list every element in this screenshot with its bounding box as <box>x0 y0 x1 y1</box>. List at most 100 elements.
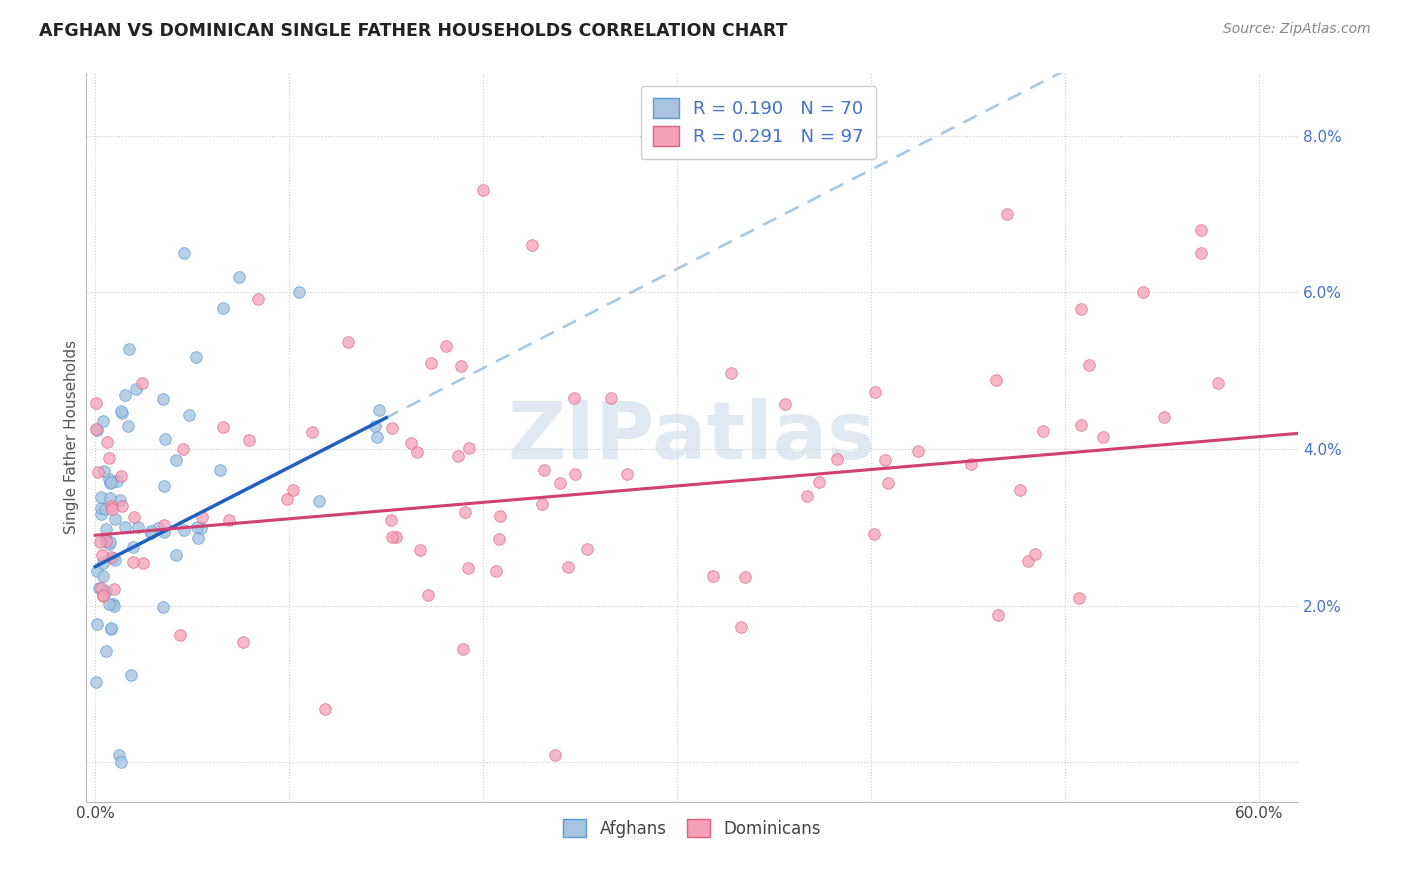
Point <box>472 184 495 198</box>
Point <box>153 432 176 446</box>
Point <box>825 451 848 466</box>
Point <box>458 441 481 455</box>
Point <box>100 621 122 635</box>
Point <box>153 525 176 540</box>
Point <box>907 443 929 458</box>
Point <box>184 351 207 365</box>
Point <box>100 475 122 490</box>
Point <box>100 622 122 636</box>
Point <box>409 543 432 558</box>
Point <box>90 500 112 515</box>
Point <box>531 497 554 511</box>
Point <box>86 396 108 410</box>
Point <box>381 530 404 544</box>
Point <box>86 423 108 437</box>
Point <box>384 530 406 544</box>
Point <box>153 518 176 533</box>
Point <box>212 301 235 315</box>
Point <box>228 269 250 284</box>
Point <box>1070 417 1092 432</box>
Point <box>98 472 121 486</box>
Point <box>86 564 108 578</box>
Point <box>1017 554 1039 568</box>
Point <box>1024 547 1046 561</box>
Point <box>281 483 304 497</box>
Point <box>96 522 118 536</box>
Text: ZIPatlas: ZIPatlas <box>508 398 876 476</box>
Point <box>90 508 112 522</box>
Point <box>1206 376 1229 391</box>
Point <box>97 537 120 551</box>
Point <box>111 500 134 514</box>
Point <box>960 457 983 471</box>
Point <box>124 509 146 524</box>
Point <box>118 343 141 357</box>
Point <box>288 285 311 300</box>
Point <box>599 392 621 406</box>
Point <box>173 523 195 537</box>
Point <box>152 599 174 614</box>
Point <box>488 532 510 546</box>
Point <box>103 597 125 611</box>
Point <box>93 589 115 603</box>
Point <box>90 581 112 595</box>
Point <box>1078 358 1101 372</box>
Point <box>557 560 579 574</box>
Point <box>98 476 121 491</box>
Point <box>98 597 121 611</box>
Point <box>366 430 388 444</box>
Point <box>186 520 208 534</box>
Point <box>120 668 142 682</box>
Point <box>104 512 127 526</box>
Point <box>446 449 468 463</box>
Point <box>100 534 122 549</box>
Point <box>190 521 212 535</box>
Point <box>84 675 107 690</box>
Point <box>734 570 756 584</box>
Y-axis label: Single Father Households: Single Father Households <box>65 340 79 534</box>
Point <box>416 588 439 602</box>
Point <box>146 521 169 535</box>
Point <box>100 550 122 565</box>
Point <box>103 599 125 614</box>
Point <box>110 403 132 417</box>
Point <box>1189 222 1212 236</box>
Point <box>165 548 187 562</box>
Point <box>94 532 117 546</box>
Point <box>363 418 385 433</box>
Point <box>107 747 129 762</box>
Point <box>84 422 107 436</box>
Point <box>91 414 114 428</box>
Point <box>110 756 132 770</box>
Point <box>381 420 404 434</box>
Point <box>114 519 136 533</box>
Point <box>152 392 174 406</box>
Point <box>876 475 898 490</box>
Point <box>87 581 110 595</box>
Point <box>380 513 402 527</box>
Point <box>544 747 567 762</box>
Point <box>1132 285 1154 300</box>
Point <box>1070 302 1092 317</box>
Point <box>450 359 472 373</box>
Point <box>105 475 128 489</box>
Point <box>94 644 117 658</box>
Point <box>117 418 139 433</box>
Point <box>141 525 163 540</box>
Point <box>730 619 752 633</box>
Point <box>337 334 360 349</box>
Point <box>796 489 818 503</box>
Point <box>110 469 132 483</box>
Point <box>1032 424 1054 438</box>
Point <box>520 238 543 252</box>
Point <box>301 425 323 439</box>
Point <box>1010 483 1032 497</box>
Point <box>177 408 200 422</box>
Point <box>94 583 117 598</box>
Point <box>172 442 194 457</box>
Point <box>419 356 441 370</box>
Point <box>104 553 127 567</box>
Text: Source: ZipAtlas.com: Source: ZipAtlas.com <box>1223 22 1371 37</box>
Point <box>209 463 232 477</box>
Point <box>863 385 886 400</box>
